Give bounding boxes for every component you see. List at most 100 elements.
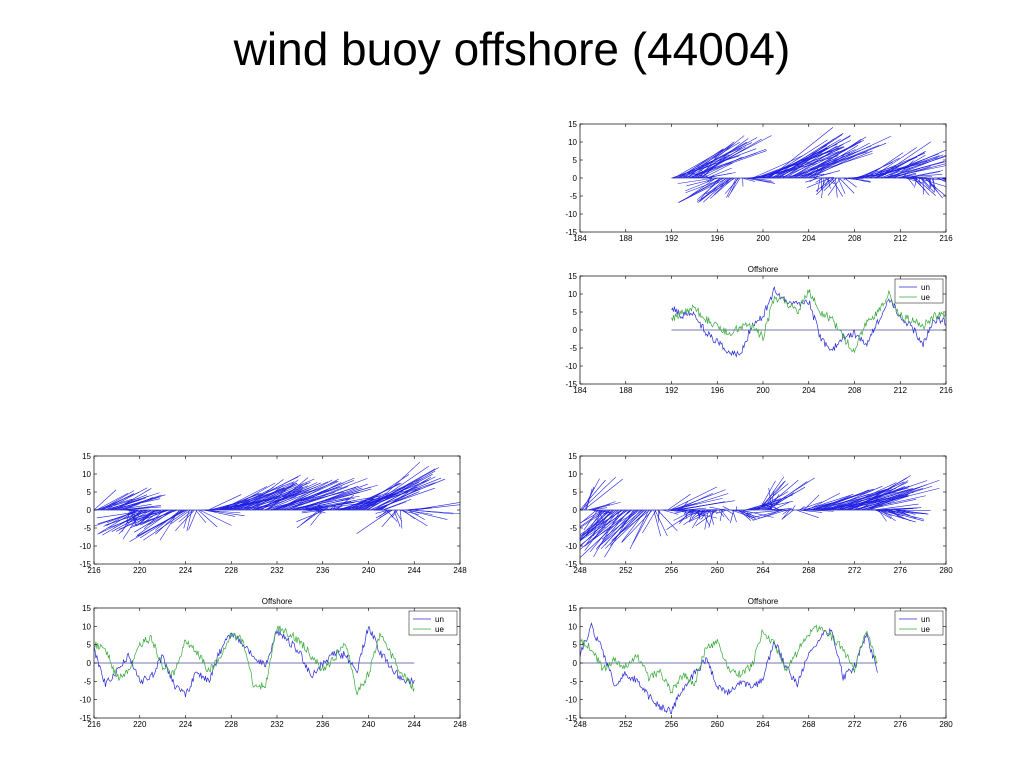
x-tick-label: 216	[939, 234, 953, 243]
wind-stick	[821, 177, 825, 199]
wind-stick	[716, 509, 728, 514]
wind-stick	[188, 509, 198, 530]
wind-stick	[364, 465, 429, 511]
wind-stick	[595, 509, 612, 514]
wind-stick	[932, 177, 935, 193]
wind-stick	[679, 509, 701, 522]
y-tick-label: 15	[568, 604, 577, 613]
x-tick-label: 256	[665, 720, 679, 729]
wind-stick	[198, 509, 218, 528]
wind-stick	[778, 134, 851, 179]
wind-stick	[727, 177, 741, 198]
wind-stick	[592, 501, 616, 511]
wind-stick	[791, 505, 796, 511]
wind-stick	[654, 509, 668, 537]
y-tick-label: 5	[87, 641, 92, 650]
y-tick-label: -5	[570, 344, 578, 353]
y-tick-label: 10	[568, 290, 577, 299]
wind-stick	[865, 490, 916, 511]
x-tick-label: 248	[573, 720, 587, 729]
wind-stick	[843, 177, 846, 181]
wind-stick	[580, 509, 628, 550]
x-tick-label: 216	[87, 720, 101, 729]
legend-label-un: un	[435, 615, 444, 624]
wind-stick	[739, 509, 757, 520]
wind-stick	[730, 509, 735, 524]
y-tick-label: -15	[565, 560, 577, 569]
y-tick-label: 10	[568, 622, 577, 631]
y-tick-label: 10	[82, 622, 91, 631]
wind-stick	[127, 507, 151, 511]
wind-stick	[227, 482, 276, 511]
wind-stick	[135, 509, 186, 538]
wind-stick	[898, 509, 929, 515]
wind-stick	[846, 177, 848, 180]
y-tick-label: -5	[84, 677, 92, 686]
wind-stick	[940, 177, 946, 181]
wind-stick	[804, 144, 859, 179]
wind-stick	[814, 168, 823, 179]
wind-stick	[278, 477, 355, 511]
wind-stick	[106, 492, 160, 511]
wind-stick	[621, 509, 653, 543]
wind-stick	[673, 509, 695, 521]
wind-stick	[900, 509, 902, 511]
wind-stick	[910, 176, 933, 179]
wind-stick	[137, 509, 187, 537]
wind-stick	[863, 486, 921, 511]
wind-stick	[904, 170, 943, 179]
wind-stick	[124, 505, 160, 511]
wind-stick	[781, 509, 794, 520]
wind-stick	[818, 489, 870, 511]
wind-stick	[580, 509, 624, 537]
wind-stick	[770, 140, 852, 179]
wind-stick	[807, 492, 841, 511]
y-tick-label: 15	[82, 604, 91, 613]
y-tick-label: -15	[79, 560, 91, 569]
chart-title: Offshore	[748, 265, 779, 274]
wind-stick	[886, 154, 926, 179]
wind-stick	[746, 177, 772, 181]
wind-stick	[742, 509, 751, 519]
x-tick-label: 248	[573, 566, 587, 575]
x-tick-label: 212	[894, 234, 908, 243]
wind-stick	[929, 177, 931, 189]
wind-stick	[114, 488, 152, 511]
wind-stick	[259, 482, 321, 511]
wind-stick	[755, 152, 823, 179]
wind-stick	[653, 509, 662, 537]
wind-stick	[584, 509, 616, 551]
wind-stick	[102, 493, 134, 511]
wind-stick	[887, 154, 944, 179]
wind-stick	[348, 484, 398, 511]
wind-stick	[265, 482, 308, 511]
wind-stick	[724, 177, 740, 195]
legend-box	[894, 278, 944, 304]
chart-panel-stick-248-280: 248 252 256 260 264 268 272 276 280 15 10 5 0 -5 -10 -1…	[565, 452, 953, 575]
x-tick-label: 184	[573, 386, 587, 395]
x-tick-label: 248	[453, 566, 467, 575]
wind-stick	[233, 474, 301, 511]
wind-stick	[881, 509, 893, 517]
wind-stick	[586, 488, 593, 511]
wind-stick	[705, 172, 732, 179]
wind-stick	[601, 509, 640, 540]
wind-stick	[841, 481, 905, 511]
wind-stick	[859, 495, 926, 511]
wind-stick	[123, 503, 140, 511]
wind-stick	[790, 143, 844, 179]
wind-stick	[399, 509, 403, 529]
wind-stick	[815, 177, 834, 192]
wind-stick	[183, 509, 190, 529]
wind-stick	[598, 509, 643, 547]
wind-stick	[711, 509, 717, 514]
wind-stick	[288, 482, 342, 511]
wind-stick	[391, 509, 398, 518]
wind-stick	[116, 504, 152, 511]
x-tick-label: 224	[179, 566, 193, 575]
wind-stick	[701, 509, 710, 526]
wind-stick	[835, 177, 838, 198]
y-tick-label: 15	[568, 272, 577, 281]
x-tick-label: 272	[848, 720, 862, 729]
wind-stick	[208, 494, 242, 511]
